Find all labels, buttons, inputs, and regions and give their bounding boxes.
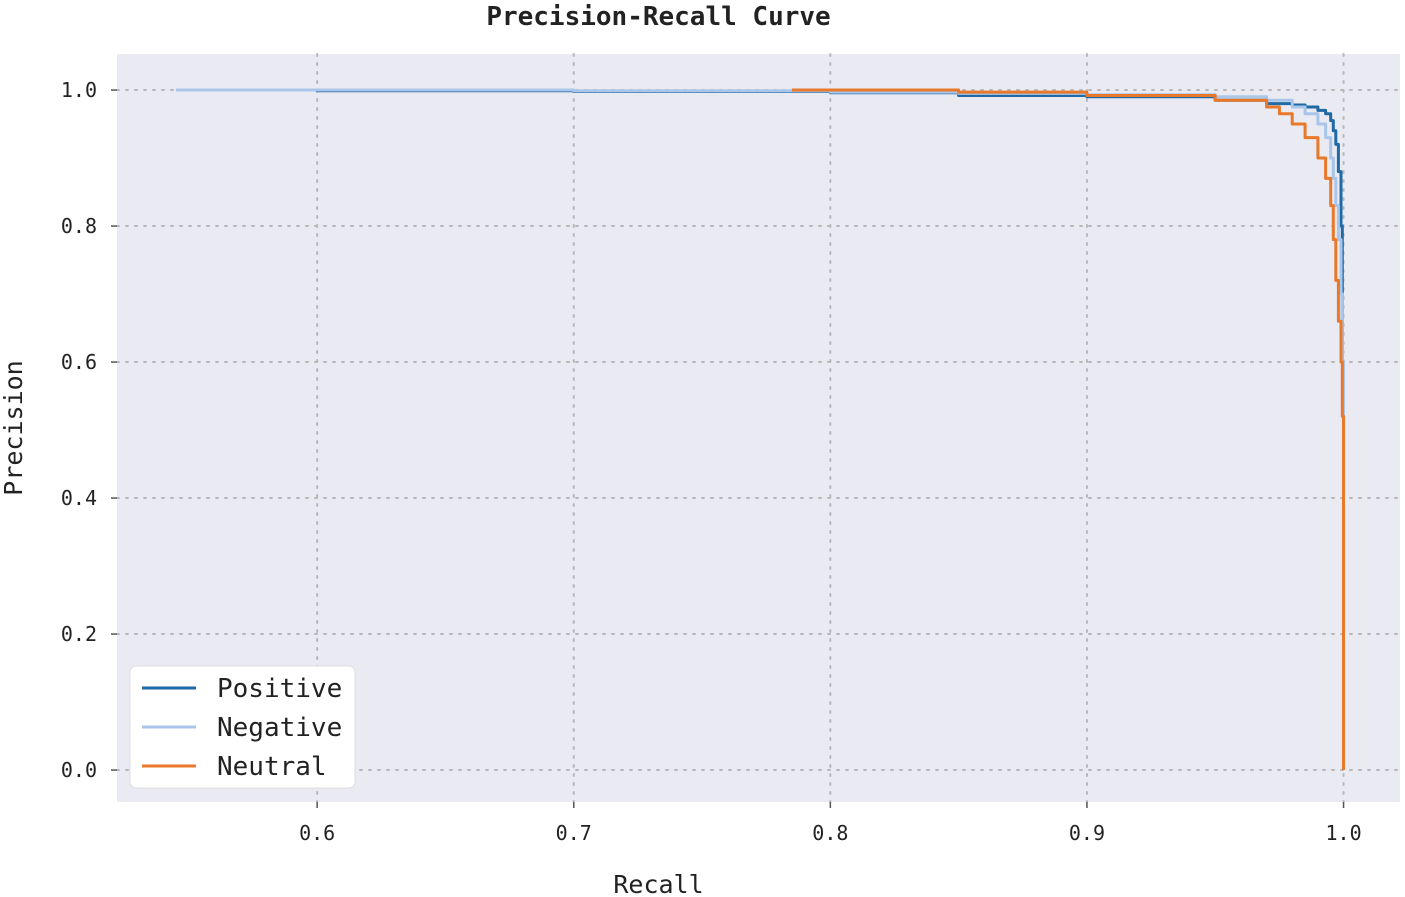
- series-line-neutral: [791, 88, 1345, 770]
- legend: Positive Negative Neutral: [129, 665, 356, 789]
- legend-box: [129, 665, 356, 789]
- legend-label-neutral: Neutral: [217, 752, 327, 782]
- legend-label-positive: Positive: [217, 674, 342, 704]
- y-tick-label: 0.4: [61, 486, 97, 510]
- series-layer: [176, 88, 1345, 770]
- x-tick-label: 0.9: [1069, 821, 1105, 845]
- y-tick-label: 0.6: [61, 350, 97, 374]
- legend-label-negative: Negative: [217, 713, 342, 743]
- x-axis-label: Recall: [613, 870, 703, 897]
- x-tick-label: 0.7: [556, 821, 592, 845]
- y-tick-label: 0.0: [61, 758, 97, 782]
- y-tick-label: 0.2: [61, 622, 97, 646]
- x-axis-ticks: 0.6 0.7 0.8 0.9 1.0: [299, 802, 1362, 845]
- y-tick-label: 1.0: [61, 78, 97, 102]
- x-tick-label: 1.0: [1325, 821, 1361, 845]
- y-axis-ticks: 0.0 0.2 0.4 0.6 0.8 1.0: [61, 78, 117, 782]
- x-tick-label: 0.6: [299, 821, 335, 845]
- y-tick-label: 0.8: [61, 214, 97, 238]
- series-line-negative: [176, 88, 1345, 444]
- y-axis-label: Precision: [0, 360, 28, 495]
- chart-title: Precision-Recall Curve: [486, 2, 830, 32]
- x-tick-label: 0.8: [812, 821, 848, 845]
